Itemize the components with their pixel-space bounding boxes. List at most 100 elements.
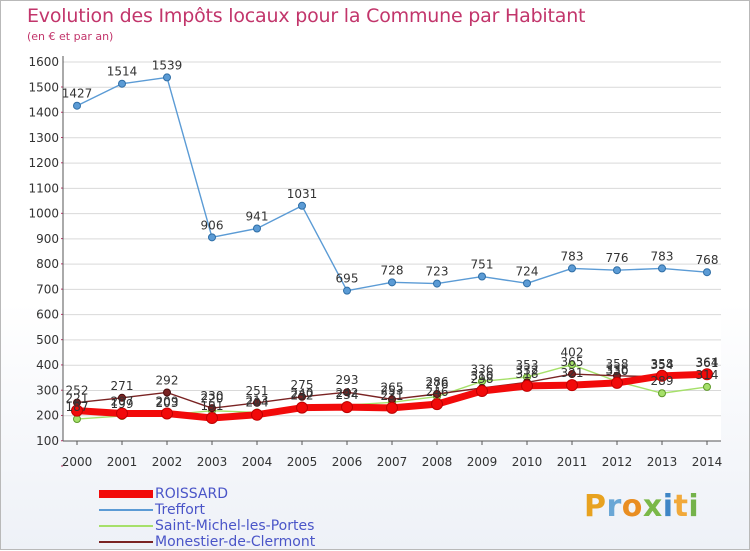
y-tick-label: 1500 <box>28 80 59 94</box>
data-label: 906 <box>201 218 224 232</box>
legend-label-monestier: Monestier-de-Clermont <box>155 534 316 550</box>
x-tick-label: 2000 <box>62 455 93 469</box>
data-label: 293 <box>336 373 359 387</box>
data-label: 199 <box>111 397 134 411</box>
x-tick-label: 2005 <box>287 455 318 469</box>
data-label: 276 <box>426 378 449 392</box>
data-point <box>433 390 441 399</box>
data-label: 252 <box>66 384 89 398</box>
data-point <box>521 379 533 392</box>
data-point <box>478 272 486 281</box>
data-point <box>611 376 623 389</box>
data-label: 321 <box>561 366 584 380</box>
y-tick-label: 700 <box>36 282 59 296</box>
data-label: 275 <box>291 378 314 392</box>
x-tick-label: 2006 <box>332 455 363 469</box>
data-label: 265 <box>381 380 404 394</box>
data-label: 751 <box>471 258 494 272</box>
data-label: 358 <box>651 357 674 371</box>
data-point <box>568 360 576 369</box>
legend-label-treffort: Treffort <box>155 502 206 518</box>
data-label: 221 <box>66 392 89 406</box>
data-label: 242 <box>336 386 359 400</box>
data-label: 289 <box>651 374 674 388</box>
y-tick-label: 1200 <box>28 156 59 170</box>
data-point <box>613 266 621 275</box>
data-label: 783 <box>561 249 584 263</box>
legend-label-roissard: ROISSARD <box>155 486 228 502</box>
y-tick-label: 500 <box>36 333 59 347</box>
data-label: 695 <box>336 272 359 286</box>
data-point <box>298 392 306 401</box>
data-label: 187 <box>66 400 89 414</box>
data-label: 286 <box>426 375 449 389</box>
x-tick-label: 2001 <box>107 455 138 469</box>
data-label: 298 <box>471 372 494 386</box>
x-tick-label: 2007 <box>377 455 408 469</box>
data-label: 240 <box>291 387 314 401</box>
y-tick-label: 1300 <box>28 131 59 145</box>
data-point <box>343 286 351 295</box>
data-point <box>703 382 711 391</box>
data-label: 318 <box>516 367 539 381</box>
data-point <box>568 264 576 273</box>
y-tick-label: 1600 <box>28 55 59 69</box>
data-label: 330 <box>606 364 629 378</box>
data-label: 191 <box>201 399 224 413</box>
data-label: 332 <box>516 363 539 377</box>
data-label: 1514 <box>107 65 138 79</box>
data-label: 783 <box>651 249 674 263</box>
data-point <box>388 278 396 287</box>
data-label: 336 <box>471 362 494 376</box>
x-tick-label: 2009 <box>467 455 498 469</box>
data-point <box>71 404 83 417</box>
x-tick-label: 2013 <box>647 455 678 469</box>
data-point <box>703 268 711 277</box>
data-label: 314 <box>696 368 719 382</box>
x-tick-label: 2004 <box>242 455 273 469</box>
data-point <box>298 201 306 210</box>
data-label: 365 <box>561 355 584 369</box>
data-label: 1539 <box>152 58 183 72</box>
x-tick-label: 2014 <box>692 455 723 469</box>
y-tick-label: 1400 <box>28 106 59 120</box>
y-tick-label: 1100 <box>28 181 59 195</box>
data-point <box>566 379 578 392</box>
data-label: 232 <box>291 389 314 403</box>
data-label: 310 <box>471 369 494 383</box>
data-label: 292 <box>156 373 179 387</box>
legend-swatch-saint-michel <box>99 525 153 527</box>
data-point <box>343 388 351 397</box>
data-label: 271 <box>111 379 134 393</box>
x-tick-label: 2010 <box>512 455 543 469</box>
data-point <box>296 401 308 414</box>
data-point <box>476 384 488 397</box>
data-point <box>431 398 443 411</box>
data-point <box>206 412 218 425</box>
data-point <box>253 398 261 407</box>
data-point <box>656 369 668 382</box>
data-label: 213 <box>246 393 269 407</box>
data-label: 207 <box>111 394 134 408</box>
chart-title: Evolution des Impôts locaux pour la Comm… <box>27 5 586 27</box>
y-tick-label: 900 <box>36 232 59 246</box>
data-point <box>73 101 81 110</box>
data-point <box>118 393 126 402</box>
y-tick-label: 200 <box>36 409 59 423</box>
data-label: 1031 <box>287 187 318 201</box>
y-tick-label: 400 <box>36 358 59 372</box>
data-label: 768 <box>696 253 719 267</box>
data-point <box>568 370 576 379</box>
proxiti-logo: Proxiti <box>584 489 700 524</box>
data-label: 723 <box>426 265 449 279</box>
data-label: 231 <box>381 389 404 403</box>
x-tick-label: 2011 <box>557 455 588 469</box>
data-point <box>161 407 173 420</box>
data-label: 361 <box>696 356 719 370</box>
data-label: 230 <box>201 389 224 403</box>
legend-swatch-monestier <box>99 541 153 543</box>
data-label: 253 <box>381 383 404 397</box>
data-label: 354 <box>651 358 674 372</box>
